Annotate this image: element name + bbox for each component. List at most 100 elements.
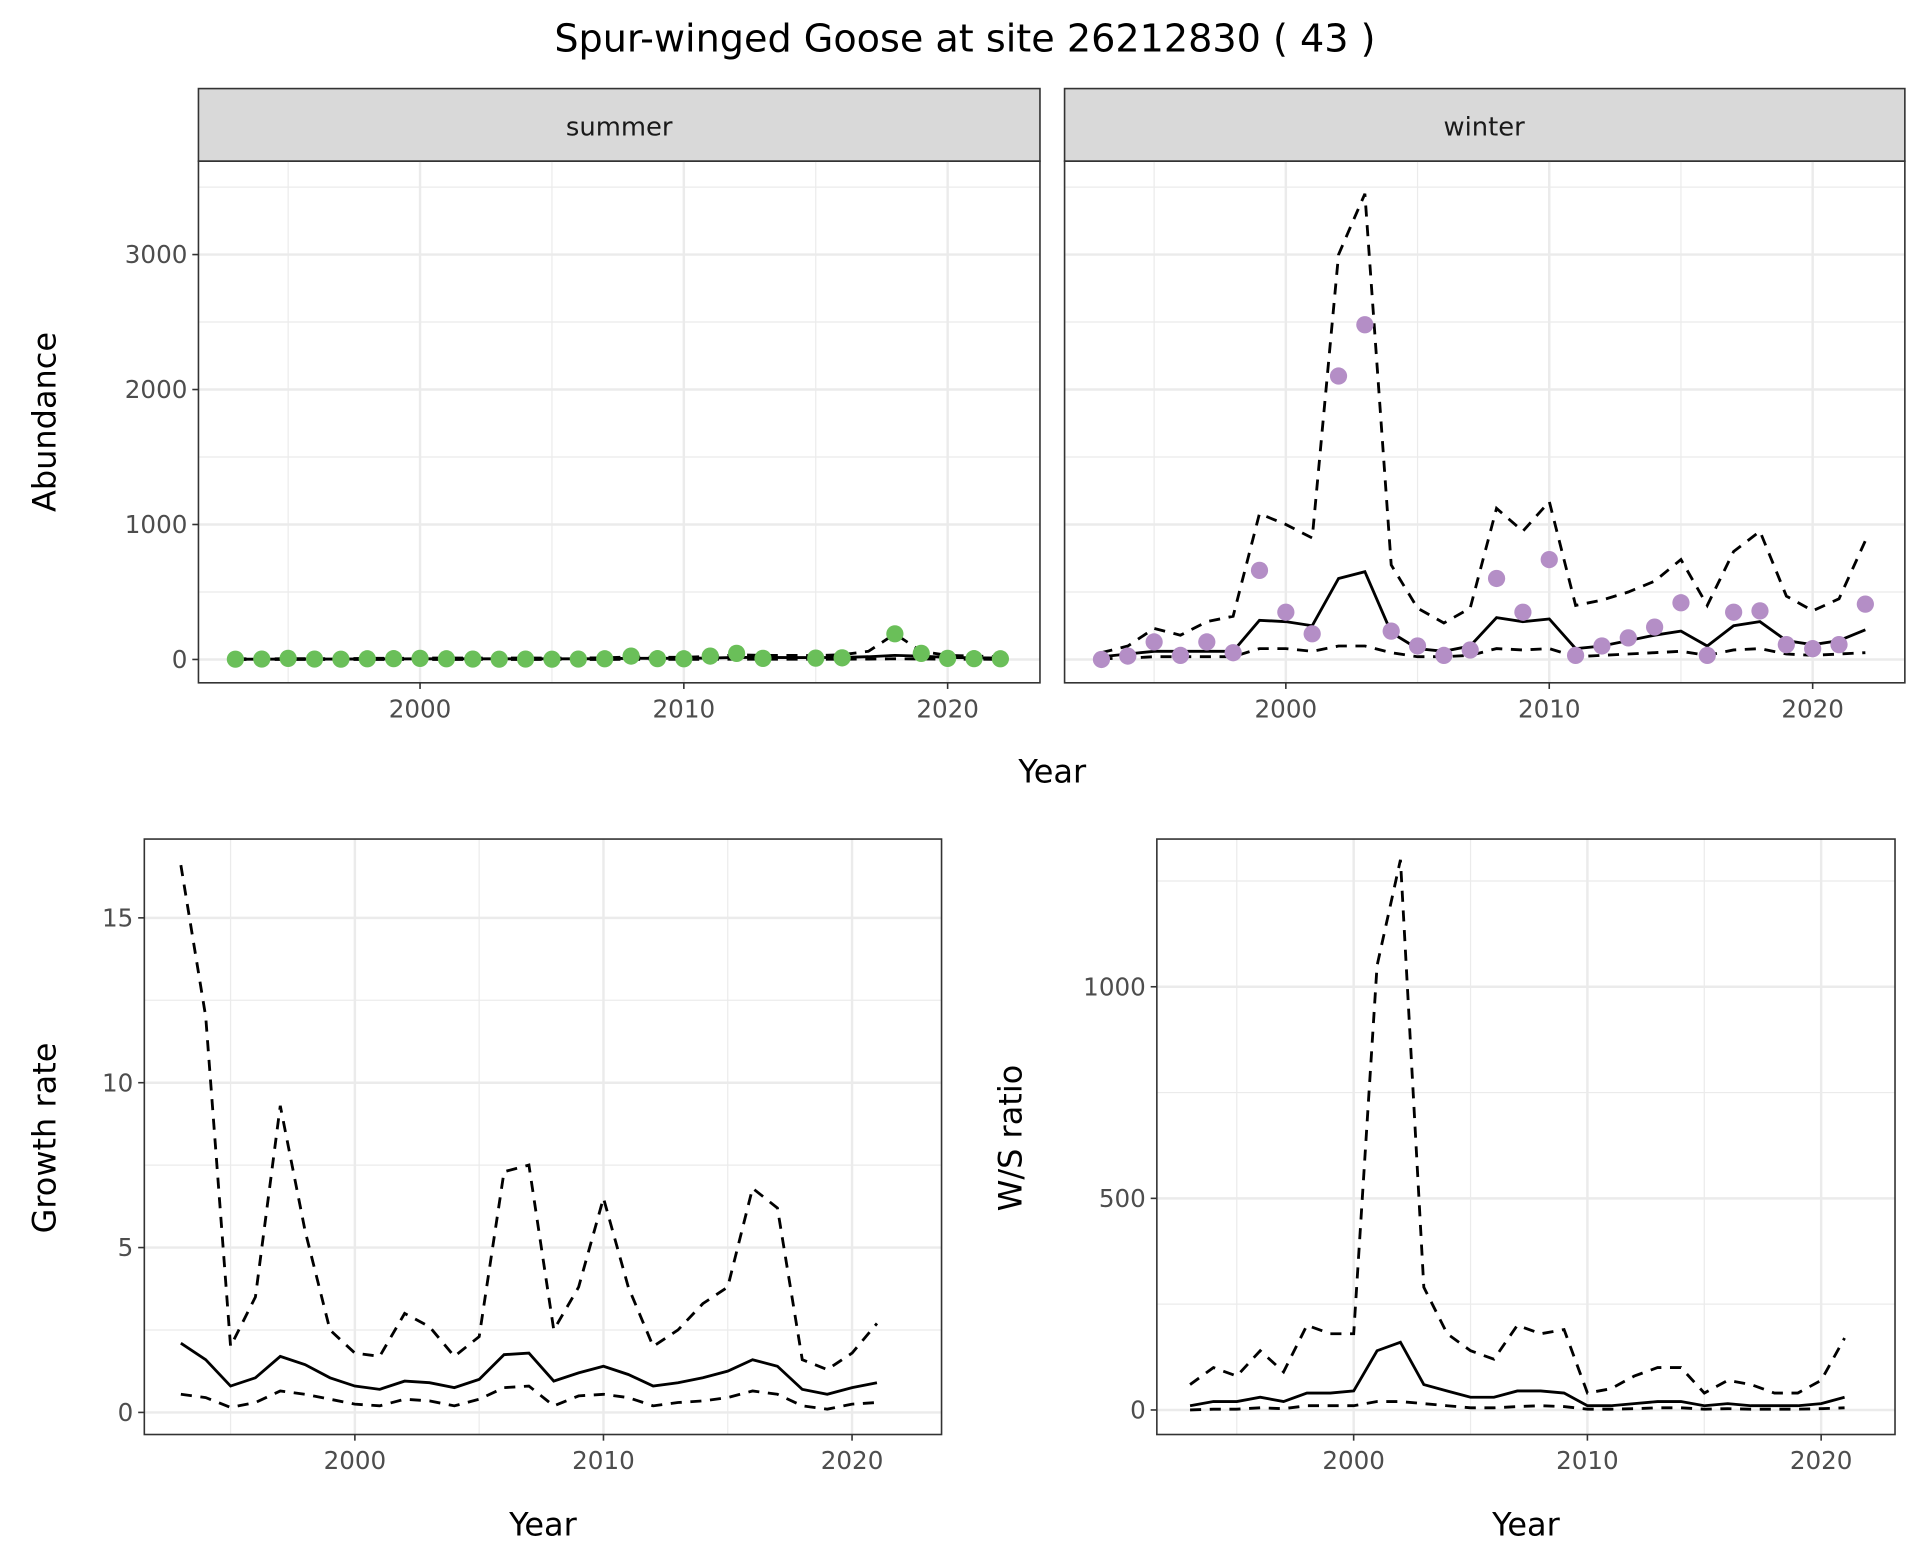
x-axis-label-growth: Year [508,1505,578,1543]
y-tick-label: 3000 [125,240,188,269]
y-axis-label-abundance: Abundance [26,332,64,512]
data-point [754,649,772,667]
x-axis-label-top: Year [1017,752,1087,790]
data-point [1277,603,1295,621]
panel-border [143,838,943,1436]
y-tick-label: 0 [172,645,188,674]
data-point [912,644,930,662]
data-point [1171,646,1190,665]
data-point [437,650,456,668]
data-point [411,649,429,667]
data-point [1092,650,1111,669]
x-tick-label: 2020 [916,694,979,723]
data-point [727,644,746,662]
upper-bound-line [179,864,879,1372]
data-point [490,650,508,668]
upper-bound-line [1189,859,1846,1395]
panel-border [1063,160,1906,684]
data-point [1461,641,1479,659]
y-tick-label: 15 [102,903,133,932]
panel-2: 2000 2010 2020 [1063,87,1906,723]
data-point [569,650,587,668]
panel-3: 2000 2010 2020 0 5 10 15 [102,838,943,1475]
data-point [596,650,614,668]
data-point [226,650,244,668]
lower-bound-line [1190,1400,1845,1412]
x-tick-label: 2020 [1790,1446,1853,1475]
y-axis-label-ws: W/S ratio [992,1065,1030,1212]
mean-line [180,1342,878,1396]
data-point [622,647,640,665]
data-point [253,650,271,668]
mean-line [1189,1340,1845,1408]
data-point [1198,633,1216,651]
data-point [1435,646,1453,665]
data-point [1830,636,1848,654]
data-point [305,650,324,668]
x-tick-label: 2010 [1518,694,1581,723]
y-tick-label: 1000 [125,510,188,539]
x-tick-label: 2000 [1255,694,1318,723]
y-tick-label: 5 [118,1233,134,1262]
data-point [648,650,667,668]
data-point [1566,646,1585,665]
data-point [1777,636,1795,654]
lower-bound-line [180,1384,878,1411]
x-tick-label: 2010 [572,1446,635,1475]
data-point [1619,629,1637,647]
x-axis-label-ws: Year [1491,1505,1561,1543]
panel-1: 2000 2010 2020 0 1000 2000 3000 [125,87,1041,723]
data-point [807,649,825,667]
facet-strip [197,87,1041,162]
y-tick-label: 1000 [1083,972,1146,1001]
data-point [939,649,957,667]
data-point [1593,637,1611,655]
data-point [1856,595,1874,613]
facet-strip [1063,87,1906,162]
x-tick-label: 2020 [821,1446,884,1475]
data-point [1725,603,1743,621]
data-point [543,650,561,668]
data-point [358,650,376,668]
data-point [1751,602,1769,620]
panel-border [197,160,1041,684]
data-point [1224,644,1242,662]
data-point [1303,625,1321,643]
x-tick-label: 2000 [1322,1446,1385,1475]
data-point [1672,594,1690,612]
data-point [464,650,482,668]
y-axis-label-growth: Growth rate [26,1043,64,1234]
data-point [1250,561,1269,579]
x-tick-label: 2000 [389,694,452,723]
data-point [1698,646,1716,665]
data-point [385,650,403,668]
data-point [1487,569,1506,588]
data-point [1356,316,1374,334]
strip-label-winter: winter [1443,112,1525,142]
data-point [1145,633,1163,651]
data-point [279,649,297,667]
data-point [965,650,983,668]
panel-border [1156,838,1896,1436]
x-tick-label: 2010 [653,694,716,723]
strip-label-summer: summer [566,112,673,142]
y-tick-label: 10 [102,1068,133,1097]
data-point [1514,603,1532,621]
data-point [701,647,719,665]
y-tick-label: 2000 [125,375,188,404]
data-point [332,650,350,668]
data-point [886,625,904,643]
mean-line [1101,570,1866,659]
chart-title: Spur-winged Goose at site 26212830 ( 43 … [554,17,1375,61]
data-point [1408,637,1427,655]
y-tick-label: 500 [1099,1184,1146,1213]
data-point [1646,618,1664,636]
panel-4: 2000 2010 2020 0 500 1000 [1083,838,1896,1475]
x-tick-label: 2020 [1781,694,1844,723]
x-tick-label: 2000 [324,1446,387,1475]
y-tick-label: 0 [118,1398,134,1427]
data-point [1382,622,1400,640]
y-tick-label: 0 [1130,1396,1146,1425]
data-point [1329,367,1348,385]
